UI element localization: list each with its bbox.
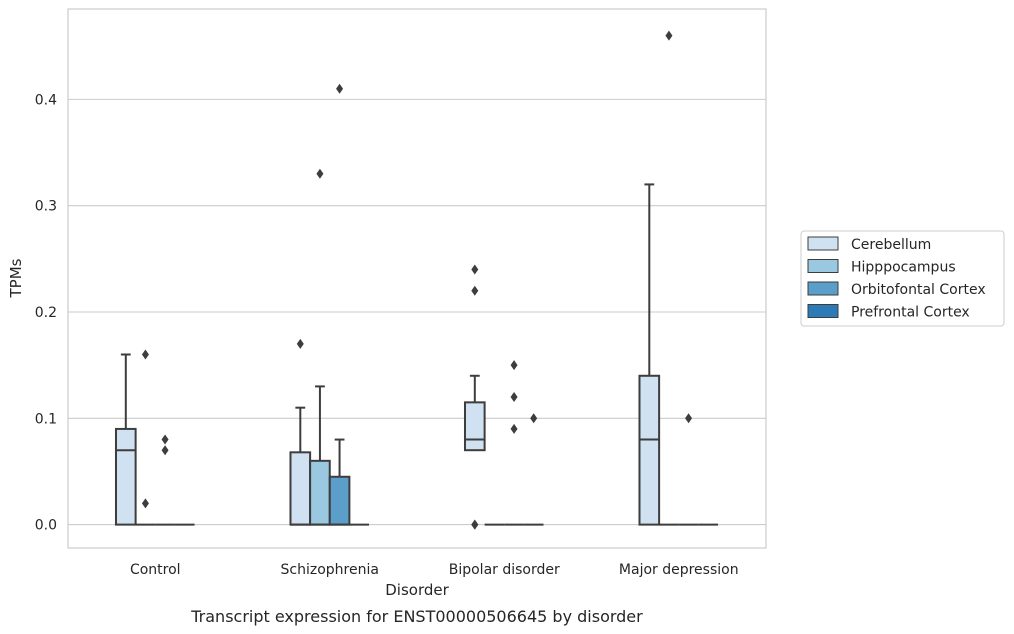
box-body (328, 475, 351, 526)
box-cerebellum (114, 353, 137, 526)
legend-swatch (807, 236, 839, 251)
outlier-point (336, 83, 344, 94)
outlier-point (296, 338, 304, 349)
outlier-point (685, 413, 693, 424)
x-tick-label: Schizophrenia (281, 562, 379, 578)
y-tick-label: 0.1 (35, 411, 57, 427)
outlier-point (665, 30, 673, 41)
y-tick-label: 0.2 (35, 305, 57, 321)
outlier-point (141, 349, 149, 360)
legend-label: Prefrontal Cortex (851, 305, 970, 321)
box-body (463, 401, 486, 452)
x-axis-label: Disorder (385, 581, 449, 599)
outlier-point (471, 285, 479, 296)
legend-label: Cerebellum (851, 237, 931, 253)
grid-lines (68, 98, 766, 526)
outlier-point (471, 264, 479, 275)
y-tick-label: 0.4 (35, 92, 57, 108)
figure-caption: Transcript expression for ENST0000050664… (190, 607, 643, 626)
box-orbitofontal-cortex (328, 83, 351, 526)
outlier-point (530, 413, 538, 424)
y-axis-ticks: 0.0 0.1 0.2 0.3 0.4 (35, 92, 57, 533)
box-prefrontal-cortex (523, 413, 544, 526)
box-cerebellum (463, 264, 486, 530)
outlier-point (510, 392, 518, 403)
outlier-point (141, 498, 149, 509)
outlier-point (161, 434, 169, 445)
box-orbitofontal-cortex (678, 413, 699, 526)
outlier-point (471, 519, 479, 530)
outlier-point (510, 360, 518, 371)
x-tick-label: Bipolar disorder (449, 562, 560, 578)
boxes (114, 30, 719, 530)
plot-area-frame (67, 8, 767, 549)
box-cerebellum (289, 338, 312, 526)
outlier-point (316, 168, 324, 179)
box-orbitofontal-cortex (504, 360, 524, 526)
box-body (114, 427, 137, 526)
box-cerebellum (638, 183, 661, 526)
outlier-point (161, 445, 169, 456)
box-orbitofontal-cortex (155, 434, 175, 526)
legend: Cerebellum Hipppocampus Orbitofontal Corte… (800, 230, 1005, 327)
legend-label: Hipppocampus (851, 260, 956, 276)
y-tick-label: 0.0 (35, 518, 57, 534)
box-body (309, 459, 331, 526)
legend-label: Orbitofontal Cortex (851, 282, 986, 298)
x-tick-label: Control (130, 562, 181, 578)
x-axis-ticks: Control Schizophrenia Bipolar disorder Majo… (130, 562, 739, 578)
box-hipppocampus (135, 349, 156, 526)
y-axis-label: TPMs (7, 258, 25, 298)
legend-swatch (807, 259, 839, 273)
outlier-point (510, 423, 518, 434)
box-hipppocampus (309, 168, 331, 526)
legend-swatch (807, 281, 839, 296)
legend-swatch (807, 304, 839, 318)
box-body (289, 451, 312, 526)
legend-frame (800, 230, 1005, 327)
y-tick-label: 0.3 (35, 199, 57, 215)
x-tick-label: Major depression (619, 562, 739, 578)
box-body (638, 374, 661, 526)
box-hipppocampus (659, 30, 679, 526)
